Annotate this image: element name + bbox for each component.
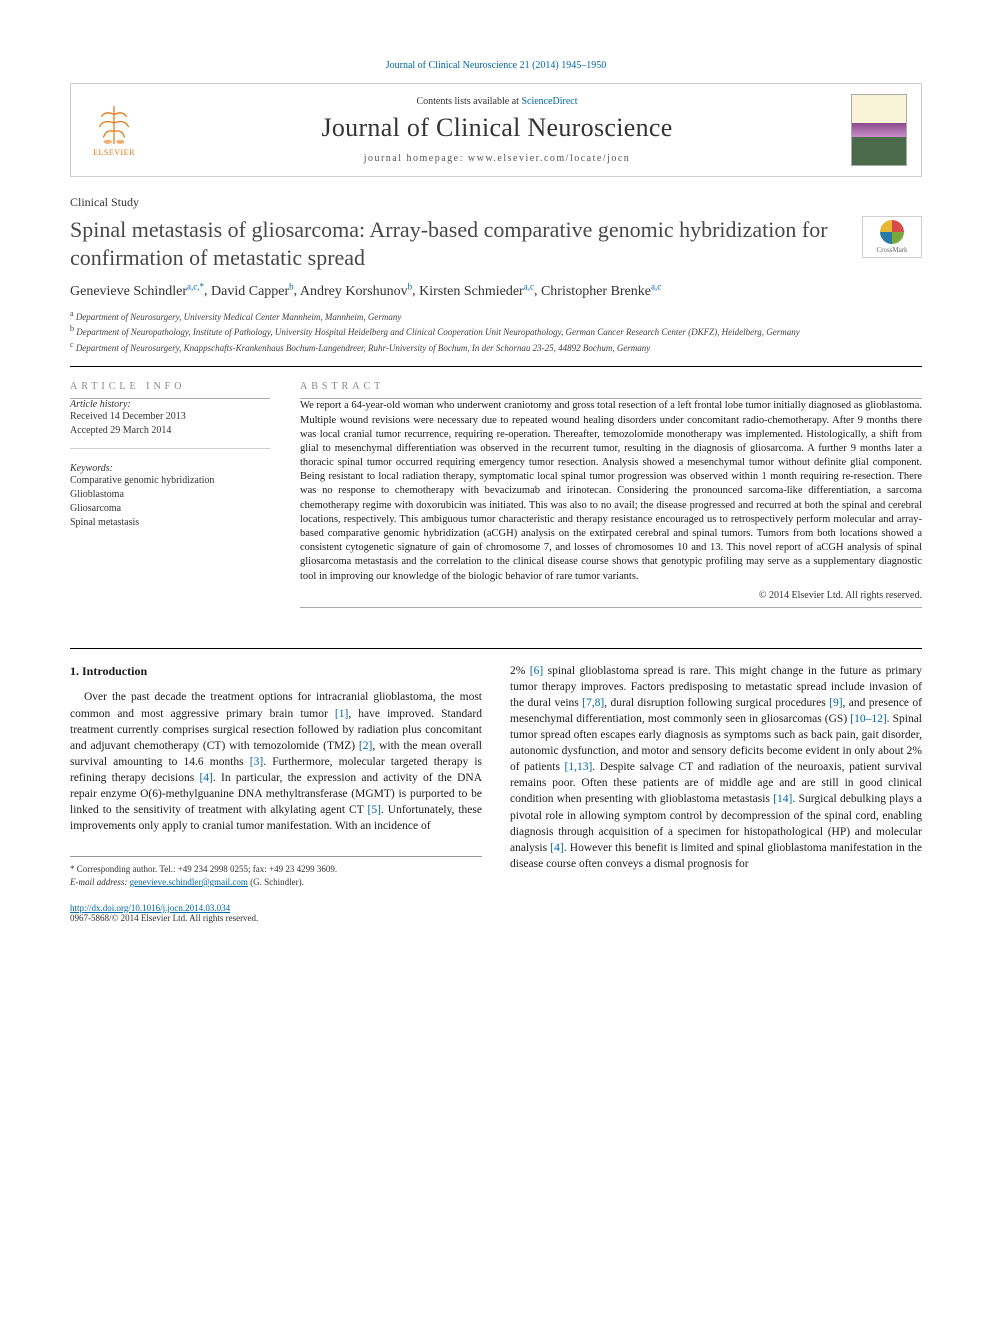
accepted-date: Accepted 29 March 2014 xyxy=(70,424,270,438)
author: Kirsten Schmiedera,c xyxy=(419,284,534,299)
top-citation: Journal of Clinical Neuroscience 21 (201… xyxy=(70,60,922,71)
doi-link[interactable]: http://dx.doi.org/10.1016/j.jocn.2014.03… xyxy=(70,903,230,913)
section-number: 1. xyxy=(70,664,79,678)
author: Genevieve Schindlera,c,* xyxy=(70,284,204,299)
elsevier-label: ELSEVIER xyxy=(93,148,135,157)
journal-header: ELSEVIER Contents lists available at Sci… xyxy=(70,83,922,177)
crossmark-icon xyxy=(880,220,904,244)
body-paragraph-1: Over the past decade the treatment optio… xyxy=(70,689,482,834)
author-list: Genevieve Schindlera,c,*, David Capperb,… xyxy=(70,281,922,300)
keyword: Gliosarcoma xyxy=(70,502,270,516)
keyword: Spinal metastasis xyxy=(70,516,270,530)
corresponding-line1: * Corresponding author. Tel.: +49 234 29… xyxy=(70,863,482,876)
author: Christopher Brenkea,c xyxy=(541,284,661,299)
crossmark-badge[interactable]: CrossMark xyxy=(862,216,922,258)
abstract-text: We report a 64-year-old woman who underw… xyxy=(300,399,922,583)
contents-available: Contents lists available at ScienceDirec… xyxy=(163,96,831,107)
keywords-list: Comparative genomic hybridizationGliobla… xyxy=(70,474,270,530)
contents-prefix: Contents lists available at xyxy=(416,96,521,107)
keyword: Glioblastoma xyxy=(70,488,270,502)
corresponding-email-link[interactable]: genevieve.schindler@gmail.com xyxy=(130,877,248,887)
affiliation: a Department of Neurosurgery, University… xyxy=(70,308,922,324)
article-info-heading: ARTICLE INFO xyxy=(70,381,270,392)
article-type: Clinical Study xyxy=(70,195,922,210)
body-paragraph-2: 2% [6] spinal glioblastoma spread is rar… xyxy=(510,663,922,872)
elsevier-tree-icon xyxy=(93,104,135,146)
elsevier-logo: ELSEVIER xyxy=(85,98,143,162)
sciencedirect-link[interactable]: ScienceDirect xyxy=(521,96,577,107)
crossmark-label: CrossMark xyxy=(876,246,907,254)
author: Andrey Korshunovb xyxy=(300,284,412,299)
received-date: Received 14 December 2013 xyxy=(70,410,270,424)
journal-name: Journal of Clinical Neuroscience xyxy=(163,113,831,143)
abstract-column: ABSTRACT We report a 64-year-old woman w… xyxy=(300,381,922,607)
body-columns: 1. Introduction Over the past decade the… xyxy=(70,663,922,889)
history-label: Article history: xyxy=(70,399,270,410)
journal-homepage: journal homepage: www.elsevier.com/locat… xyxy=(163,153,831,164)
article-title: Spinal metastasis of gliosarcoma: Array-… xyxy=(70,216,846,271)
issn-copyright: 0967-5868/© 2014 Elsevier Ltd. All right… xyxy=(70,913,922,923)
email-suffix: (G. Schindler). xyxy=(248,877,304,887)
email-label: E-mail address: xyxy=(70,877,130,887)
affiliations: a Department of Neurosurgery, University… xyxy=(70,308,922,355)
journal-cover-thumb xyxy=(851,94,907,166)
author: David Capperb xyxy=(211,284,294,299)
divider xyxy=(70,366,922,367)
page-footer: http://dx.doi.org/10.1016/j.jocn.2014.03… xyxy=(70,903,922,923)
keyword: Comparative genomic hybridization xyxy=(70,474,270,488)
article-info-column: ARTICLE INFO Article history: Received 1… xyxy=(70,381,270,607)
affiliation: c Department of Neurosurgery, Knappschaf… xyxy=(70,339,922,355)
section-title: Introduction xyxy=(82,664,147,678)
keywords-label: Keywords: xyxy=(70,463,270,474)
abstract-copyright: © 2014 Elsevier Ltd. All rights reserved… xyxy=(300,590,922,601)
divider xyxy=(70,648,922,649)
divider-thin xyxy=(300,607,922,608)
corresponding-author: * Corresponding author. Tel.: +49 234 29… xyxy=(70,856,482,888)
section-heading: 1. Introduction xyxy=(70,663,482,680)
abstract-heading: ABSTRACT xyxy=(300,381,922,392)
affiliation: b Department of Neuropathology, Institut… xyxy=(70,323,922,339)
